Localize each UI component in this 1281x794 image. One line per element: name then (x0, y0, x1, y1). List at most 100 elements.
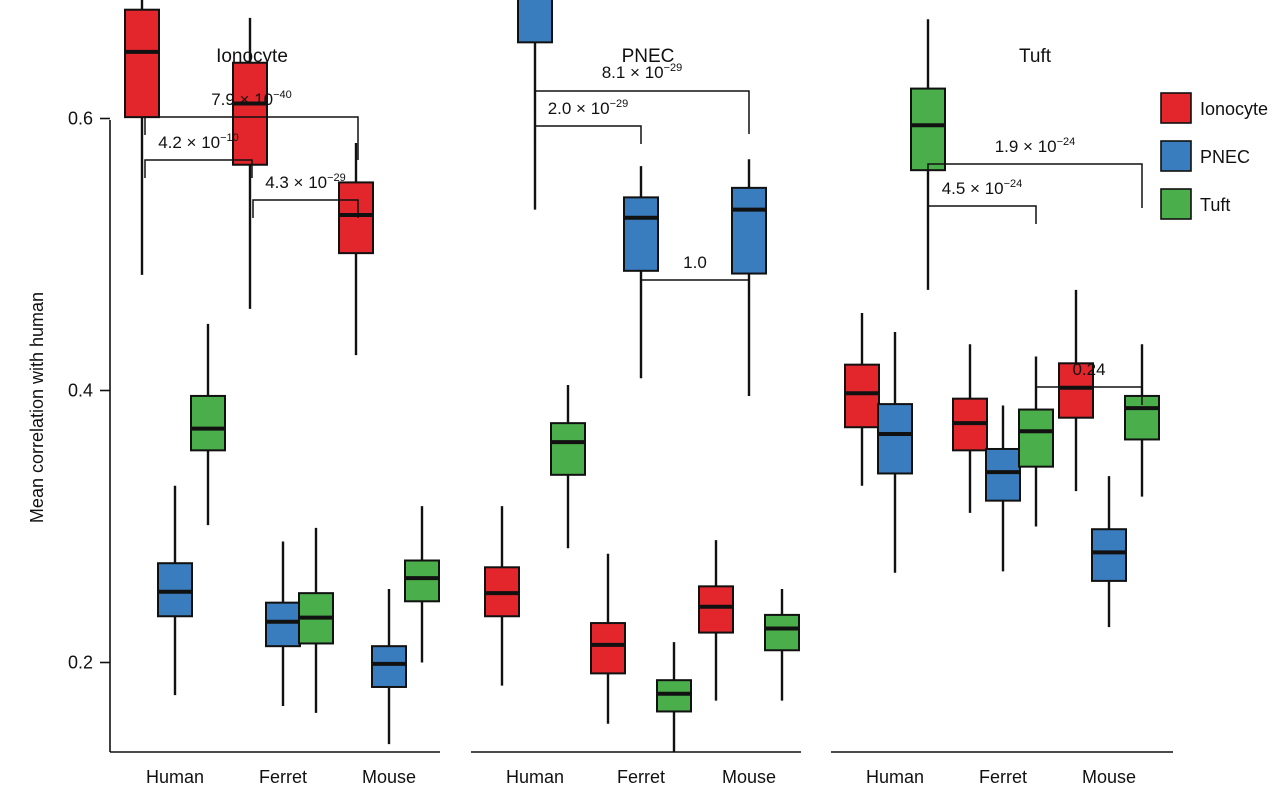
box-body (1091, 528, 1127, 582)
x-tick-label: Ferret (617, 767, 665, 787)
box-tuft-mouse (404, 506, 440, 663)
box-ionocyte-human (844, 312, 880, 486)
x-tick-label: Human (866, 767, 924, 787)
box-body (371, 645, 407, 688)
box-pnec-ferret (623, 166, 659, 379)
y-tick-label: 0.4 (68, 381, 93, 401)
panel-title: PNEC (622, 46, 675, 67)
significance-bracket: 2.0 × 10−29 (534, 98, 642, 144)
box-ionocyte-human (124, 0, 160, 275)
box-body (404, 559, 440, 603)
box-ionocyte-ferret (232, 17, 268, 309)
box-ionocyte-human (484, 506, 520, 686)
significance-bracket: 7.9 × 10−40 (144, 89, 359, 160)
bracket-line (927, 163, 1143, 208)
legend-item-ionocyte: Ionocyte (1160, 92, 1268, 124)
significance-bracket: 0.24 (1035, 360, 1143, 405)
significance-bracket: 1.0 (640, 253, 750, 298)
box-body (338, 181, 374, 255)
y-tick-label: 0.6 (68, 109, 93, 129)
box-body (623, 196, 659, 272)
boxes-layer (124, 0, 1160, 753)
significance-bracket: 4.3 × 10−29 (252, 172, 359, 218)
significance-bracket: 1.9 × 10−24 (927, 136, 1143, 208)
box-body (157, 562, 193, 618)
legend-label: Ionocyte (1200, 99, 1268, 119)
legend-label: PNEC (1200, 147, 1250, 167)
y-tick-label: 0.2 (68, 653, 93, 673)
x-tick-label: Mouse (722, 767, 776, 787)
box-tuft-human (190, 323, 226, 526)
box-ionocyte-mouse (1058, 289, 1094, 492)
box-ionocyte-mouse (698, 540, 734, 701)
box-body (550, 422, 586, 476)
box-ionocyte-ferret (590, 553, 626, 724)
box-pnec-mouse (731, 159, 767, 396)
legend: Ionocyte PNEC Tuft (1160, 92, 1268, 220)
legend-item-tuft: Tuft (1160, 188, 1230, 220)
box-pnec-human (517, 0, 553, 210)
box-tuft-mouse (764, 589, 800, 701)
bracket-line (144, 116, 359, 160)
x-tick-label: Ferret (259, 767, 307, 787)
box-pnec-ferret (985, 405, 1021, 572)
p-value-label: 1.9 × 10−24 (995, 136, 1076, 156)
significance-bracket: 4.5 × 10−24 (927, 178, 1037, 224)
p-value-label: 4.3 × 10−29 (265, 172, 346, 192)
box-tuft-ferret (298, 527, 334, 713)
box-body (124, 8, 160, 119)
p-value-exponent: −29 (664, 62, 683, 74)
box-tuft-mouse (1124, 344, 1160, 497)
box-pnec-mouse (371, 589, 407, 745)
bracket-line (927, 205, 1037, 224)
x-tick-label: Human (506, 767, 564, 787)
p-value-label: 0.24 (1072, 360, 1105, 379)
box-body (190, 394, 226, 452)
box-body (698, 585, 734, 634)
x-tick-label: Human (146, 767, 204, 787)
legend-swatch (1160, 92, 1192, 124)
box-body (764, 613, 800, 652)
p-value-exponent: −24 (1057, 136, 1076, 148)
box-tuft-human (910, 19, 946, 290)
p-value-exponent: −40 (273, 89, 292, 101)
box-body (985, 447, 1021, 502)
x-tick-label: Ferret (979, 767, 1027, 787)
p-value-exponent: −29 (327, 172, 346, 184)
bracket-line (640, 279, 750, 298)
box-body (877, 403, 913, 475)
box-tuft-human (550, 385, 586, 549)
legend-item-pnec: PNEC (1160, 140, 1250, 172)
box-tuft-ferret (656, 642, 692, 753)
p-value-label: 4.5 × 10−24 (942, 178, 1023, 198)
box-body (1058, 362, 1094, 419)
bracket-line (1035, 386, 1143, 405)
box-ionocyte-mouse (338, 142, 374, 356)
box-body (265, 601, 301, 648)
box-body (232, 61, 268, 166)
box-pnec-human (157, 485, 193, 696)
p-value-label: 4.2 × 10−10 (158, 132, 239, 152)
p-value-exponent: −24 (1004, 178, 1023, 190)
box-body (517, 0, 553, 44)
significance-bracket: 8.1 × 10−29 (534, 62, 750, 134)
legend-swatch (1160, 188, 1192, 220)
box-ionocyte-ferret (952, 344, 988, 513)
significance-layer: 4.2 × 10−10 4.3 × 10−29 7.9 × 10−40 2.0 × 1… (144, 62, 1143, 405)
p-value-exponent: −29 (610, 98, 629, 110)
box-body (656, 679, 692, 713)
p-value-exponent: −10 (220, 132, 239, 144)
p-value-label: 2.0 × 10−29 (548, 98, 629, 118)
box-body (1018, 408, 1054, 468)
panel-title: Tuft (1019, 46, 1052, 67)
y-axis-label: Mean correlation with human (27, 292, 47, 523)
p-value-label: 1.0 (683, 253, 707, 272)
box-tuft-ferret (1018, 356, 1054, 527)
p-value-label: 7.9 × 10−40 (211, 89, 292, 109)
bracket-line (144, 159, 253, 178)
box-body (731, 186, 767, 275)
significance-bracket: 4.2 × 10−10 (144, 132, 253, 178)
bracket-line (534, 125, 642, 144)
x-tick-label: Mouse (362, 767, 416, 787)
